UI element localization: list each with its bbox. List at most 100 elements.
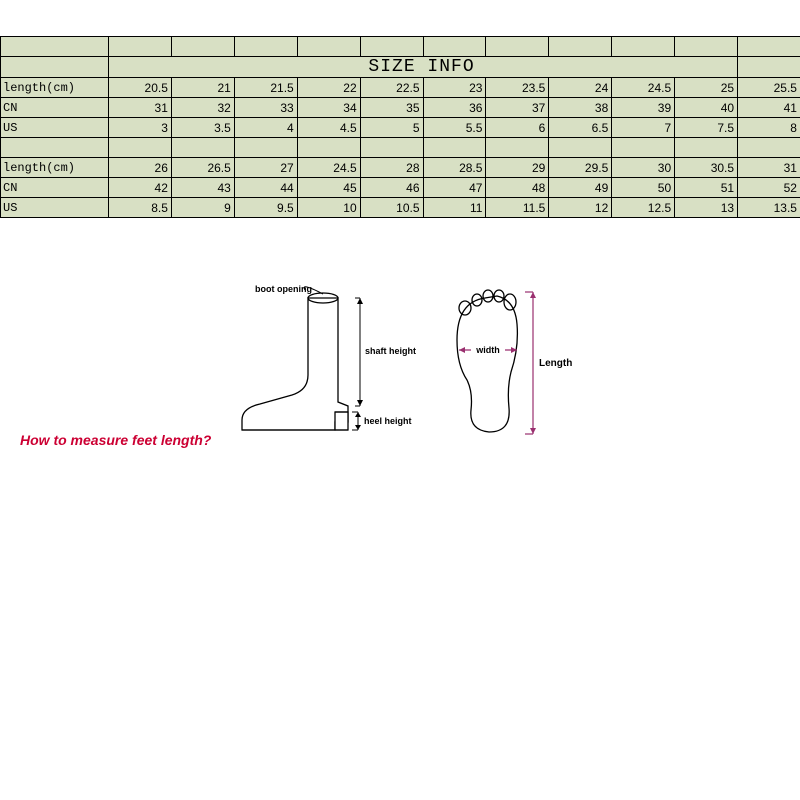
cn2-cell: CN [1, 178, 109, 198]
blank-mid-cell [109, 138, 172, 158]
width-arrow: width [459, 343, 517, 355]
blank-top-cell [297, 37, 360, 57]
label-boot-opening: boot opening [255, 284, 312, 294]
cn2-cell: 48 [486, 178, 549, 198]
blank-mid-cell [360, 138, 423, 158]
length2-cell: 26 [109, 158, 172, 178]
label-heel-height: heel height [364, 416, 412, 426]
length-arrow: Length [525, 292, 572, 434]
blank-mid-cell [171, 138, 234, 158]
blank-mid-cell [738, 138, 800, 158]
us2-cell: US [1, 198, 109, 218]
length2-cell: length(cm) [1, 158, 109, 178]
us1-cell: 7 [612, 118, 675, 138]
length2-cell: 24.5 [297, 158, 360, 178]
cn2-cell: 47 [423, 178, 486, 198]
length1-cell: length(cm) [1, 78, 109, 98]
cn1-cell: 31 [109, 98, 172, 118]
cn1-cell: 35 [360, 98, 423, 118]
measure-question: How to measure feet length? [20, 432, 211, 448]
length2-cell: 29.5 [549, 158, 612, 178]
length2-cell: 28.5 [423, 158, 486, 178]
cn2-cell: 52 [738, 178, 800, 198]
length1-cell: 25.5 [738, 78, 800, 98]
blank-top-cell [109, 37, 172, 57]
length1-cell: 24 [549, 78, 612, 98]
us1-cell: 4 [234, 118, 297, 138]
length2-cell: 26.5 [171, 158, 234, 178]
us2-cell: 10 [297, 198, 360, 218]
blank-mid-cell [675, 138, 738, 158]
us1-cell: US [1, 118, 109, 138]
title-right-pad [738, 57, 800, 78]
cn2-cell: 51 [675, 178, 738, 198]
us2-cell: 11 [423, 198, 486, 218]
blank-top-cell [234, 37, 297, 57]
blank-top-cell [1, 37, 109, 57]
us1-cell: 3 [109, 118, 172, 138]
length2-cell: 30.5 [675, 158, 738, 178]
us2-cell: 9.5 [234, 198, 297, 218]
length1-cell: 22.5 [360, 78, 423, 98]
length1-cell: 21.5 [234, 78, 297, 98]
cn2-cell: 45 [297, 178, 360, 198]
cn1-cell: 39 [612, 98, 675, 118]
us1-cell: 6.5 [549, 118, 612, 138]
us2-cell: 9 [171, 198, 234, 218]
blank-top-cell [423, 37, 486, 57]
blank-mid-cell [1, 138, 109, 158]
us2-cell: 13.5 [738, 198, 800, 218]
foot-icon [457, 290, 517, 432]
size-table-container: SIZE INFOlength(cm)20.52121.52222.52323.… [0, 36, 800, 218]
blank-mid-cell [234, 138, 297, 158]
cn1-cell: 41 [738, 98, 800, 118]
label-length: Length [539, 358, 572, 369]
cn1-cell: 40 [675, 98, 738, 118]
blank-top-cell [675, 37, 738, 57]
us2-cell: 8.5 [109, 198, 172, 218]
length1-cell: 23 [423, 78, 486, 98]
blank-top-cell [171, 37, 234, 57]
length2-cell: 29 [486, 158, 549, 178]
us2-cell: 10.5 [360, 198, 423, 218]
length2-cell: 28 [360, 158, 423, 178]
table-title: SIZE INFO [109, 57, 738, 78]
us1-cell: 3.5 [171, 118, 234, 138]
us1-cell: 5.5 [423, 118, 486, 138]
length1-cell: 21 [171, 78, 234, 98]
us1-cell: 6 [486, 118, 549, 138]
length1-cell: 23.5 [486, 78, 549, 98]
blank-mid-cell [297, 138, 360, 158]
cn1-cell: 37 [486, 98, 549, 118]
us1-cell: 8 [738, 118, 800, 138]
boot-icon [242, 293, 348, 430]
cn1-cell: 33 [234, 98, 297, 118]
cn1-cell: 32 [171, 98, 234, 118]
length2-cell: 27 [234, 158, 297, 178]
us1-cell: 4.5 [297, 118, 360, 138]
length1-cell: 20.5 [109, 78, 172, 98]
cn2-cell: 43 [171, 178, 234, 198]
blank-mid-cell [612, 138, 675, 158]
blank-mid-cell [486, 138, 549, 158]
cn1-cell: 34 [297, 98, 360, 118]
blank-top-cell [612, 37, 675, 57]
cn2-cell: 50 [612, 178, 675, 198]
us1-cell: 7.5 [675, 118, 738, 138]
measurement-diagram: boot opening shaft height heel height [220, 280, 580, 450]
cn2-cell: 49 [549, 178, 612, 198]
blank-mid-cell [423, 138, 486, 158]
blank-top-cell [738, 37, 800, 57]
blank-top-cell [486, 37, 549, 57]
length1-cell: 25 [675, 78, 738, 98]
blank-mid-cell [549, 138, 612, 158]
us2-cell: 12.5 [612, 198, 675, 218]
size-info-table: SIZE INFOlength(cm)20.52121.52222.52323.… [0, 36, 800, 218]
length2-cell: 31 [738, 158, 800, 178]
blank-top-cell [360, 37, 423, 57]
us2-cell: 11.5 [486, 198, 549, 218]
length2-cell: 30 [612, 158, 675, 178]
length1-cell: 22 [297, 78, 360, 98]
title-left-pad [1, 57, 109, 78]
us2-cell: 12 [549, 198, 612, 218]
